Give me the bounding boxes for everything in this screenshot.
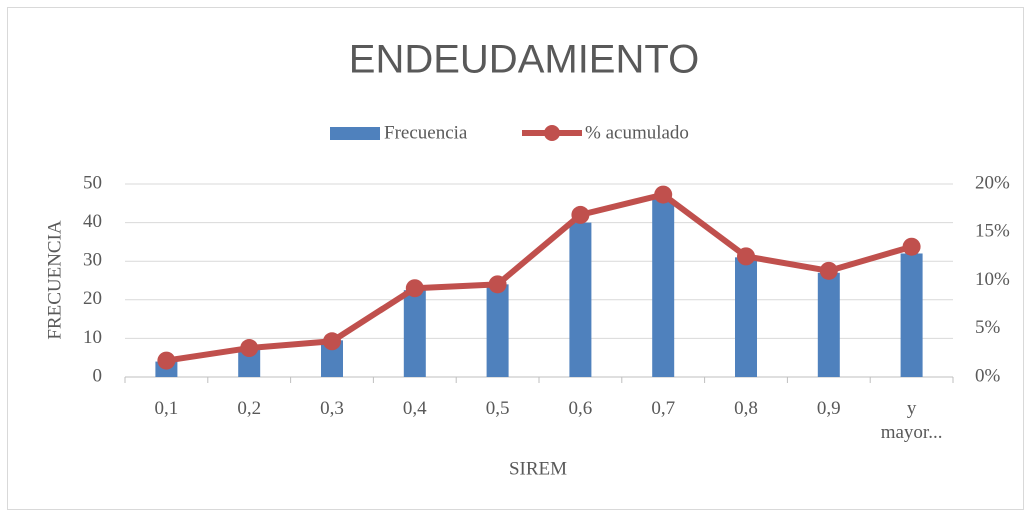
x-tick-label-box: 0,5: [485, 398, 510, 419]
x-tick-label-box: 0,9: [816, 398, 841, 419]
line-marker: [157, 351, 176, 370]
x-tick-label-box: 0,2: [237, 398, 262, 419]
y-tick-label: 50: [83, 172, 102, 193]
x-tick-label: 0,2: [237, 398, 262, 419]
x-tick-label: 0,5: [485, 398, 510, 419]
line-marker: [240, 339, 259, 358]
line-marker: [571, 205, 590, 224]
bar: [321, 340, 343, 377]
line: [165, 191, 913, 364]
line-marker: [654, 185, 673, 204]
x-tick-label-box: 0,6: [568, 398, 593, 419]
x-tick-label: 0,1: [154, 398, 179, 419]
line-marker: [405, 279, 424, 298]
y-tick-label: 10: [83, 327, 102, 348]
y-tick-label: 0: [93, 365, 103, 386]
y-tick-label: 40: [83, 211, 102, 232]
legend-swatch: [544, 125, 560, 141]
y-tick-label: 30: [83, 250, 102, 271]
x-tick-label-box: 0,4: [402, 398, 427, 419]
legend-label: Frecuencia: [384, 122, 468, 143]
x-axis-title: SIREM: [509, 458, 567, 479]
line-marker: [323, 332, 341, 351]
x-tick-label: 0,9: [816, 398, 841, 419]
bar: [569, 222, 592, 377]
line-marker: [737, 247, 755, 266]
bar: [652, 199, 675, 377]
y-axis-title: FRECUENCIA: [44, 220, 65, 340]
x-tick-label-box: 0,1: [154, 398, 179, 419]
legend-label: % acumulado: [585, 122, 689, 143]
bar: [817, 272, 840, 377]
x-tick-label: 0,8: [734, 398, 758, 419]
bar: [486, 284, 509, 377]
bar: [403, 290, 426, 377]
y-tick-label: 20: [83, 288, 102, 309]
line-marker: [902, 237, 921, 256]
x-tick-label: 0,4: [402, 398, 427, 419]
line-marker: [488, 275, 507, 294]
x-tick-label: 0,7: [651, 398, 676, 419]
bar: [238, 349, 261, 377]
x-tick-label-box: 0,3: [320, 398, 344, 419]
line-marker: [819, 261, 838, 280]
x-tick-label: y mayor...: [880, 398, 943, 443]
legend-swatch: [330, 127, 380, 140]
bar: [735, 257, 757, 377]
x-tick-label-box: 0,8: [734, 398, 758, 419]
y2-tick-label: 0%: [975, 365, 1001, 386]
y2-tick-label: 15%: [975, 221, 1010, 242]
x-tick-label: 0,3: [320, 398, 344, 419]
chart-title: ENDEUDAMIENTO: [349, 38, 699, 82]
x-tick-label-box: 0,7: [651, 398, 676, 419]
y2-tick-label: 10%: [975, 269, 1010, 290]
y2-tick-label: 5%: [975, 317, 1001, 338]
x-tick-label: 0,6: [568, 398, 593, 419]
y2-tick-label: 20%: [975, 172, 1010, 193]
chart-border: [7, 7, 1024, 510]
bar: [900, 253, 923, 377]
x-tick-label-box: y mayor...: [880, 398, 943, 443]
